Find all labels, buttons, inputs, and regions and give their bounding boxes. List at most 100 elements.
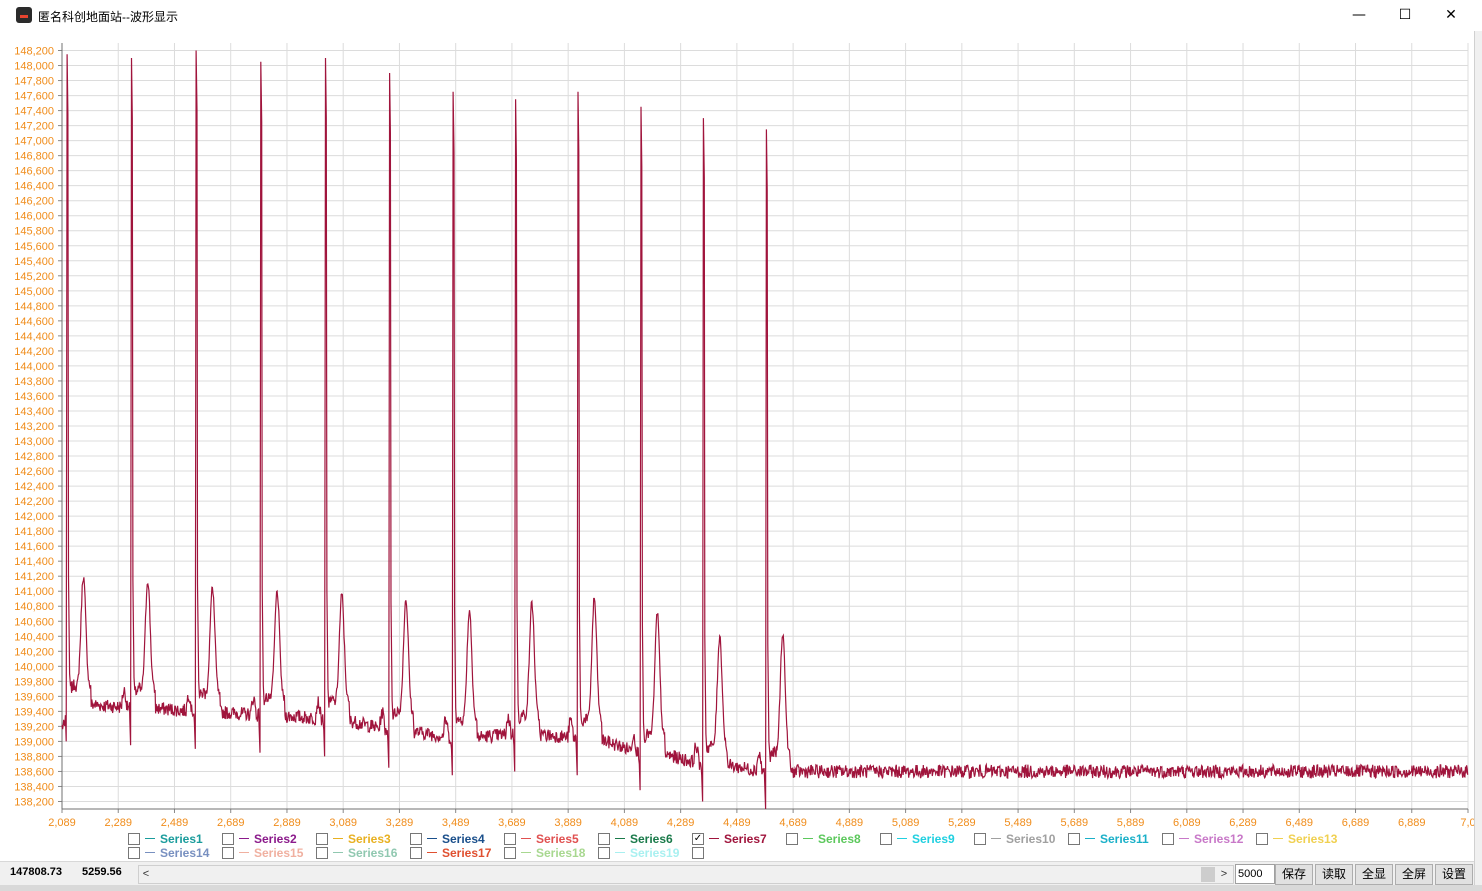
x-tick-label: 5,889 — [1117, 817, 1145, 829]
legend-checkbox[interactable] — [128, 833, 140, 845]
legend-swatch — [239, 852, 249, 853]
legend-checkbox[interactable] — [316, 833, 328, 845]
y-tick-label: 143,600 — [14, 391, 54, 403]
series-layer — [61, 50, 1469, 810]
legend-swatch — [521, 838, 531, 839]
status-bar: 147808.73 5259.56 < > 5000 保存 读取 全显 全屏 设… — [0, 861, 1474, 886]
window-title: 匿名科创地面站--波形显示 — [38, 10, 178, 24]
y-tick-label: 147,200 — [14, 121, 54, 133]
x-tick-label: 4,489 — [723, 817, 751, 829]
legend-checkbox[interactable] — [598, 833, 610, 845]
legend-checkbox[interactable] — [316, 847, 328, 859]
y-tick-label: 139,200 — [14, 721, 54, 733]
y-tick-label: 143,800 — [14, 376, 54, 388]
legend-swatch — [709, 838, 719, 839]
y-tick-label: 146,200 — [14, 196, 54, 208]
legend-label: Series12 — [1194, 832, 1244, 846]
y-tick-label: 146,400 — [14, 181, 54, 193]
y-tick-label: 139,800 — [14, 676, 54, 688]
legend-checkbox[interactable] — [692, 847, 704, 859]
x-tick-label: 3,289 — [386, 817, 414, 829]
legend-swatch — [803, 838, 813, 839]
legend-label: Series1 — [160, 832, 203, 846]
x-tick-label: 2,689 — [217, 817, 245, 829]
legend-checkbox[interactable] — [786, 833, 798, 845]
waveform-chart[interactable]: 138,200 138,400 138,600 138,800 139,000 139,2… — [0, 31, 1476, 857]
scroll-thumb[interactable] — [1201, 867, 1215, 882]
series7-waveform — [61, 50, 1469, 810]
x-tick-label: 3,689 — [498, 817, 526, 829]
minimize-button[interactable]: — — [1352, 7, 1366, 23]
legend-label: Series17 — [442, 846, 492, 860]
settings-button[interactable]: 设置 — [1435, 864, 1473, 885]
x-tick-label: 5,689 — [1061, 817, 1089, 829]
legend-checkbox[interactable] — [410, 833, 422, 845]
legend-label: Series13 — [1288, 832, 1338, 846]
y-tick-label: 147,000 — [14, 136, 54, 148]
chart-svg[interactable]: 138,200 138,400 138,600 138,800 139,000 139,2… — [0, 31, 1476, 831]
legend-swatch — [615, 852, 625, 853]
maximize-button[interactable]: ☐ — [1398, 7, 1412, 23]
legend-checkbox[interactable] — [410, 847, 422, 859]
x-tick-label: 5,489 — [1004, 817, 1032, 829]
points-count-input[interactable]: 5000 — [1235, 864, 1275, 884]
legend-checkbox[interactable] — [504, 833, 516, 845]
y-tick-label: 144,400 — [14, 331, 54, 343]
y-tick-label: 141,800 — [14, 526, 54, 538]
legend-checkbox[interactable] — [504, 847, 516, 859]
legend-swatch — [1179, 838, 1189, 839]
x-tick-label: 4,689 — [779, 817, 807, 829]
y-tick-label: 139,000 — [14, 736, 54, 748]
legend-checkbox[interactable] — [598, 847, 610, 859]
horizontal-scrollbar[interactable]: < > — [138, 865, 1234, 884]
x-tick-label: 2,489 — [161, 817, 189, 829]
y-tick-label: 140,800 — [14, 601, 54, 613]
fullscreen-button[interactable]: 全屏 — [1395, 864, 1433, 885]
legend-swatch — [1273, 838, 1283, 839]
legend-label: Series8 — [818, 832, 861, 846]
save-button[interactable]: 保存 — [1275, 864, 1313, 885]
legend-checkbox[interactable] — [880, 833, 892, 845]
x-tick-label: 6,489 — [1286, 817, 1314, 829]
right-side-panel-edge — [1474, 31, 1482, 891]
y-tick-label: 140,000 — [14, 661, 54, 673]
legend-checkbox[interactable] — [128, 847, 140, 859]
show-all-button[interactable]: 全显 — [1355, 864, 1393, 885]
legend-swatch — [239, 838, 249, 839]
x-tick-label: 6,089 — [1173, 817, 1201, 829]
legend-swatch — [427, 852, 437, 853]
legend-label: Series6 — [630, 832, 673, 846]
y-tick-label: 147,600 — [14, 91, 54, 103]
scroll-right-icon[interactable]: > — [1220, 868, 1228, 880]
legend-label: Series18 — [536, 846, 586, 860]
y-tick-label: 141,000 — [14, 586, 54, 598]
grid-layer — [61, 43, 1469, 809]
legend-checkbox[interactable] — [1068, 833, 1080, 845]
y-tick-label: 141,200 — [14, 571, 54, 583]
title-bar: 匿名科创地面站--波形显示 — ☐ ✕ — [0, 0, 1482, 32]
x-tick-label: 2,289 — [104, 817, 132, 829]
legend-label: Series5 — [536, 832, 579, 846]
legend-checkbox[interactable] — [1256, 833, 1268, 845]
legend-checkbox[interactable] — [222, 833, 234, 845]
legend-swatch — [145, 852, 155, 853]
legend-checkbox[interactable] — [1162, 833, 1174, 845]
y-tick-label: 145,600 — [14, 241, 54, 253]
legend-swatch — [145, 838, 155, 839]
legend-checkbox[interactable] — [974, 833, 986, 845]
y-tick-label: 143,000 — [14, 436, 54, 448]
scroll-left-icon[interactable]: < — [142, 868, 150, 880]
y-tick-label: 139,600 — [14, 691, 54, 703]
x-tick-label: 6,689 — [1342, 817, 1370, 829]
y-tick-label: 138,800 — [14, 751, 54, 763]
y-tick-label: 139,400 — [14, 706, 54, 718]
y-tick-label: 142,200 — [14, 496, 54, 508]
y-tick-label: 142,800 — [14, 451, 54, 463]
y-tick-label: 147,800 — [14, 76, 54, 88]
legend-checkbox[interactable]: ✓ — [692, 833, 704, 845]
legend-checkbox[interactable] — [222, 847, 234, 859]
y-tick-label: 147,400 — [14, 106, 54, 118]
load-button[interactable]: 读取 — [1315, 864, 1353, 885]
close-button[interactable]: ✕ — [1445, 7, 1457, 23]
legend-label: Series11 — [1100, 832, 1149, 846]
